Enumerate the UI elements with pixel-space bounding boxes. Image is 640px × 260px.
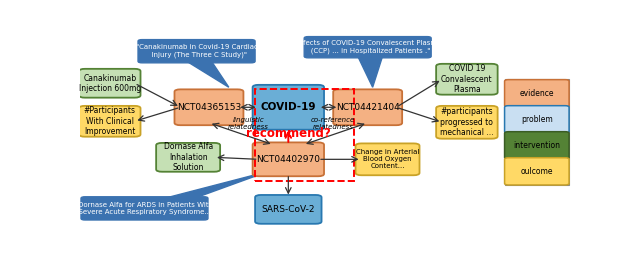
FancyBboxPatch shape bbox=[79, 106, 141, 137]
FancyBboxPatch shape bbox=[138, 40, 255, 63]
FancyBboxPatch shape bbox=[253, 142, 324, 176]
Text: NCT04365153: NCT04365153 bbox=[177, 103, 241, 112]
FancyBboxPatch shape bbox=[504, 80, 569, 107]
Polygon shape bbox=[358, 56, 383, 87]
FancyBboxPatch shape bbox=[79, 69, 141, 98]
FancyBboxPatch shape bbox=[156, 143, 220, 172]
Text: SARS-CoV-2: SARS-CoV-2 bbox=[262, 205, 315, 214]
FancyBboxPatch shape bbox=[504, 158, 569, 185]
FancyBboxPatch shape bbox=[175, 89, 243, 125]
Text: problem: problem bbox=[521, 115, 553, 124]
FancyBboxPatch shape bbox=[436, 106, 498, 139]
Text: NCT04402970: NCT04402970 bbox=[256, 155, 321, 164]
FancyBboxPatch shape bbox=[436, 64, 498, 95]
Text: Change in Arterial
Blood Oxygen
Content...: Change in Arterial Blood Oxygen Content.… bbox=[356, 149, 419, 169]
Bar bbox=[255, 89, 354, 181]
Text: "Effects of COVID-19 Convalescent Plasma
   (CCP) ... in Hospitalized Patients .: "Effects of COVID-19 Convalescent Plasma… bbox=[294, 41, 442, 54]
Polygon shape bbox=[164, 171, 269, 198]
FancyBboxPatch shape bbox=[253, 85, 324, 130]
Text: #participants
progressed to
mechanical ...: #participants progressed to mechanical .… bbox=[440, 107, 493, 137]
Text: #Participants
With Clinical
Improvement: #Participants With Clinical Improvement bbox=[84, 106, 136, 136]
Text: intervention: intervention bbox=[513, 141, 560, 150]
Text: Canakinumab
Injection 600mg: Canakinumab Injection 600mg bbox=[79, 74, 141, 93]
FancyBboxPatch shape bbox=[255, 195, 321, 224]
Text: COVID-19: COVID-19 bbox=[260, 102, 316, 112]
FancyBboxPatch shape bbox=[504, 132, 569, 159]
FancyBboxPatch shape bbox=[81, 197, 208, 220]
Text: "Canakinumab in Covid-19 Cardiac
  Injury (The Three C Study)": "Canakinumab in Covid-19 Cardiac Injury … bbox=[136, 44, 257, 58]
Text: oulcome: oulcome bbox=[520, 167, 553, 176]
FancyBboxPatch shape bbox=[304, 37, 431, 58]
Text: COVID 19
Convalescent
Plasma: COVID 19 Convalescent Plasma bbox=[441, 64, 493, 94]
Text: Dornase Alfa
Inhalation
Solution: Dornase Alfa Inhalation Solution bbox=[163, 142, 212, 172]
Polygon shape bbox=[187, 61, 229, 87]
Text: co-reference
relatedness: co-reference relatedness bbox=[311, 117, 355, 130]
Text: linguistic
relatedness: linguistic relatedness bbox=[228, 117, 269, 130]
Text: NCT04421404: NCT04421404 bbox=[336, 103, 399, 112]
Text: evidence: evidence bbox=[520, 89, 554, 98]
FancyBboxPatch shape bbox=[504, 106, 569, 133]
FancyBboxPatch shape bbox=[333, 89, 402, 125]
Text: "Dornase Alfa for ARDS in Patients With
  Severe Acute Respiratory Syndrome...": "Dornase Alfa for ARDS in Patients With … bbox=[74, 202, 214, 215]
FancyBboxPatch shape bbox=[356, 144, 419, 175]
Text: recommend?: recommend? bbox=[246, 127, 331, 140]
Bar bbox=[504, 79, 569, 185]
